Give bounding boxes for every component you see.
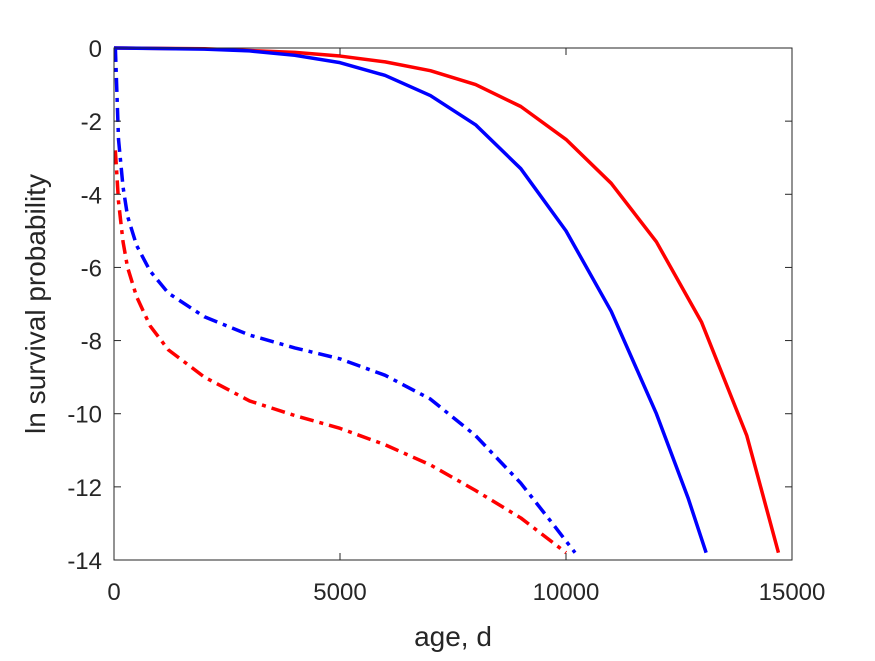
- axes-box: [113, 47, 793, 561]
- y-axis-label: ln survival probability: [20, 174, 51, 434]
- x-tick-label: 5000: [313, 579, 366, 606]
- series-line-2: [113, 47, 577, 554]
- y-tick-label: -2: [81, 109, 102, 136]
- series-line-1: [113, 46, 708, 554]
- x-tick-label: 10000: [533, 579, 600, 606]
- y-tick-label: -4: [81, 182, 102, 209]
- series-layer: [113, 46, 781, 555]
- y-tick-label: 0: [89, 36, 102, 63]
- series-line-3: [113, 150, 568, 555]
- x-axis: 0 5000 10000 15000: [107, 48, 825, 606]
- y-tick-label: -8: [81, 329, 102, 356]
- y-tick-label: -10: [67, 402, 102, 429]
- x-tick-label: 0: [107, 579, 120, 606]
- y-axis: 0 -2 -4 -6 -8 -10 -12 -14: [67, 36, 792, 575]
- x-tick-label: 15000: [759, 579, 826, 606]
- y-tick-label: -14: [67, 548, 102, 575]
- y-tick-label: -12: [67, 475, 102, 502]
- x-axis-label: age, d: [414, 621, 492, 652]
- y-tick-label: -6: [81, 255, 102, 282]
- series-line-0: [113, 46, 781, 554]
